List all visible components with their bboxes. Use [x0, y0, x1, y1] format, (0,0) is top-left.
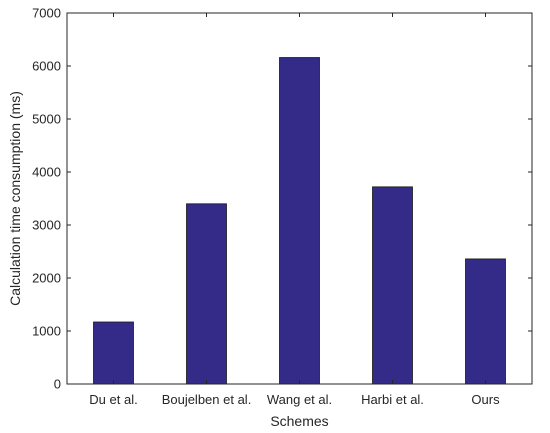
bar-5 — [465, 258, 506, 385]
x-tick-label-4: Harbi et al. — [361, 392, 424, 407]
y-tick-label-6: 5000 — [32, 112, 61, 127]
y-tick-label-2: 1000 — [32, 324, 61, 339]
x-tick-label-2: Boujelben et al. — [162, 392, 252, 407]
y-tick-label-5: 4000 — [32, 165, 61, 180]
y-tick-label-7: 6000 — [32, 59, 61, 74]
x-axis-title: Schemes — [270, 413, 328, 429]
bar-2 — [186, 203, 227, 385]
y-tick-label-4: 3000 — [32, 218, 61, 233]
bar-4 — [372, 186, 413, 385]
y-axis-ticks: 0 1000 2000 3000 4000 5000 6000 7000 — [32, 6, 532, 392]
plot-frame — [66, 12, 533, 385]
bars-group — [93, 57, 506, 385]
y-tick-label-1: 0 — [54, 377, 61, 392]
bar-1 — [93, 321, 134, 385]
y-axis-title: Calculation time consumption (ms) — [7, 91, 23, 306]
x-tick-label-1: Du et al. — [89, 392, 137, 407]
bar-3 — [279, 57, 320, 385]
y-tick-label-8: 7000 — [32, 6, 61, 21]
x-tick-label-5: Ours — [471, 392, 500, 407]
y-tick-label-3: 2000 — [32, 271, 61, 286]
x-axis-ticks: Du et al. Boujelben et al. Wang et al. Harb… — [89, 13, 500, 407]
x-tick-label-3: Wang et al. — [267, 392, 332, 407]
